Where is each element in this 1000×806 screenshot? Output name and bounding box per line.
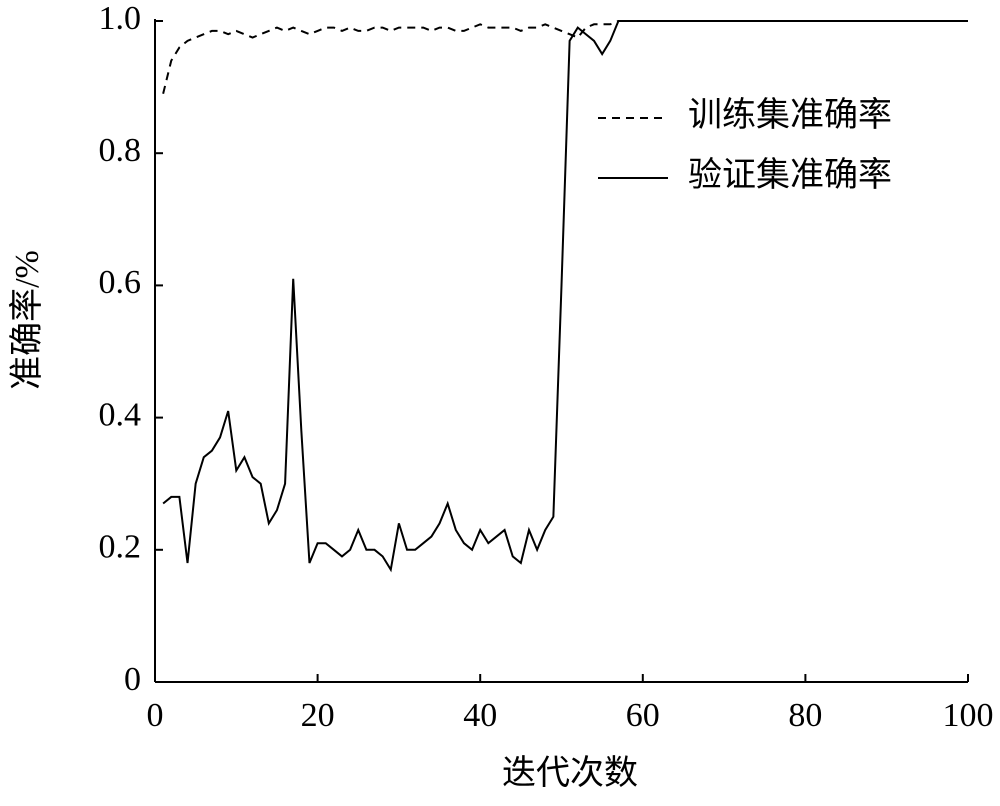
- y-tick-label: 1.0: [99, 0, 142, 37]
- y-tick-label: 0: [124, 661, 141, 698]
- y-tick-label: 0.2: [99, 529, 142, 566]
- y-tick-label: 0.4: [99, 396, 142, 433]
- x-tick-label: 60: [626, 697, 660, 734]
- x-tick-label: 40: [463, 697, 497, 734]
- series-line: [162, 20, 968, 94]
- y-tick-label: 0.8: [99, 132, 142, 169]
- legend-label: 验证集准确率: [688, 156, 892, 194]
- x-tick-label: 100: [943, 697, 994, 734]
- x-tick-label: 80: [788, 697, 822, 734]
- series-line: [162, 20, 968, 573]
- y-tick-label: 0.6: [99, 264, 142, 301]
- x-axis-label: 迭代次数: [502, 754, 638, 792]
- y-axis-label: 准确率/%: [8, 250, 46, 390]
- legend-label: 训练集准确率: [688, 96, 892, 134]
- x-tick-label: 20: [301, 697, 335, 734]
- x-tick-label: 0: [147, 697, 164, 734]
